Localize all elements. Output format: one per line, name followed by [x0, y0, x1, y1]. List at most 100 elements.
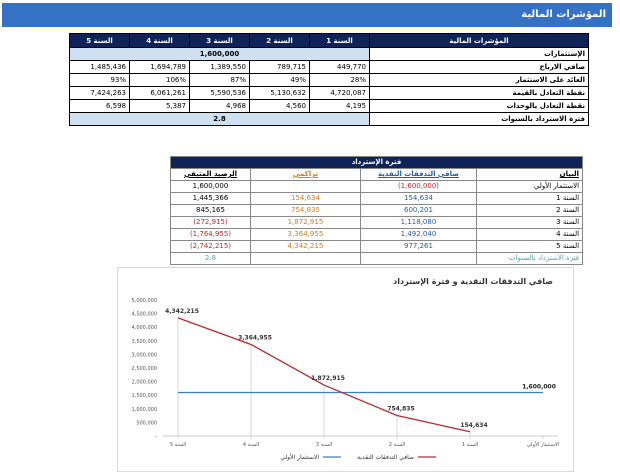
breakeven-units-y4: 5,387: [129, 99, 190, 113]
payback-footer-row: 2.8 فترة الاسترداد بالسنوات: [170, 252, 584, 265]
roi-y5: 93%: [69, 73, 130, 87]
y-tick-label: 4,500,000: [132, 312, 157, 318]
net-profit-y5: 1,485,436: [69, 60, 130, 74]
roi-y4: 106%: [129, 73, 190, 87]
breakeven-value-y2: 5,130,632: [249, 86, 310, 100]
year-5-header: السنة 5: [69, 33, 130, 48]
year-1-header: السنة 1: [309, 33, 370, 48]
net-profit-y2: 789,715: [249, 60, 310, 74]
year-2-header: السنة 2: [249, 33, 310, 48]
cash-cell: 154,634: [360, 192, 477, 205]
net-profit-row: 1,485,436 1,694,789 1,389,550 789,715 44…: [69, 60, 589, 74]
cash-cell: (1,600,000): [360, 180, 477, 193]
payback-title: فترة الإسترداد: [169, 156, 584, 169]
statement-cell: السنة 5: [475, 240, 584, 253]
balance-cell: 845,165: [170, 204, 251, 217]
payback-footer-label: فترة الاسترداد بالسنوات: [475, 252, 584, 265]
series-lines: [177, 317, 543, 433]
balance-cell: 1,600,000: [170, 180, 251, 193]
data-label: 754,835: [387, 405, 414, 412]
data-label: 3,364,955: [238, 334, 272, 341]
payback-row: (272,915) 1,872,915 1,118,080 السنة 3: [170, 216, 584, 229]
x-tick-label: الاستثمار الأولي: [527, 441, 559, 448]
statement-cell: السنة 4: [475, 228, 584, 241]
col-net-cash-flow: صافي التدفقات النقدية: [360, 168, 477, 181]
data-label: 154,634: [460, 422, 487, 429]
breakeven-value-row: 7,424,263 6,061,261 5,590,536 5,130,632 …: [69, 86, 589, 100]
page-banner: المؤشرات المالية: [2, 3, 612, 27]
breakeven-units-label: نقطة التعادل بالوحدات: [369, 99, 589, 113]
legend-label: الاستثمار الأولي: [280, 453, 319, 461]
payback-columns-row: الرصيد المتبقي تراكمي صافي التدفقات النق…: [170, 168, 584, 181]
col-statement: البيان: [475, 168, 584, 181]
cumulative-cell: 154,634: [250, 192, 361, 205]
col-remaining-balance: الرصيد المتبقي: [170, 168, 251, 181]
series-line: [177, 317, 471, 433]
chart-svg: صافي التدفقات النقدية و فترة الإسترداد -…: [132, 277, 560, 461]
statement-cell: الاستثمار الأولي: [475, 180, 584, 193]
balance-cell: 1,445,366: [170, 192, 251, 205]
net-profit-y3: 1,389,550: [189, 60, 250, 74]
banner-title: المؤشرات المالية: [521, 9, 606, 20]
legend-label: صافي التدفقات النقدية: [357, 454, 414, 461]
net-profit-y4: 1,694,789: [129, 60, 190, 74]
col-cumulative: تراكمي: [250, 168, 361, 181]
roi-y1: 28%: [309, 73, 370, 87]
breakeven-units-y2: 4,560: [249, 99, 310, 113]
cumulative-cell: [250, 180, 361, 193]
breakeven-units-y3: 4,968: [189, 99, 250, 113]
payback-years-label: فترة الاسترداد بالسنوات: [369, 112, 589, 126]
breakeven-units-row: 6,598 5,387 4,968 4,560 4,195 نقطة التعا…: [69, 99, 589, 113]
x-tick-label: السنة 3: [316, 442, 332, 448]
payback-footer-value: 2.8: [170, 252, 251, 265]
payback-table: فترة الإسترداد الرصيد المتبقي تراكمي صاف…: [169, 156, 584, 265]
breakeven-value-y5: 7,424,263: [69, 86, 130, 100]
data-label: 4,342,215: [165, 308, 199, 315]
breakeven-units-y5: 6,598: [69, 99, 130, 113]
statement-cell: السنة 3: [475, 216, 584, 229]
breakeven-value-y4: 6,061,261: [129, 86, 190, 100]
y-tick-label: 2,500,000: [132, 366, 157, 372]
cumulative-cell: 3,364,955: [250, 228, 361, 241]
x-tick-label: السنة 1: [462, 442, 478, 448]
net-profit-label: صافي الارباح: [369, 60, 589, 74]
net-profit-y1: 449,770: [309, 60, 370, 74]
x-axis: الاستثمار الأولي السنة 1 السنة 2 السنة 3 الس…: [163, 435, 559, 448]
indicators-title-header: المؤشرات المالية: [369, 33, 589, 48]
chart-title: صافي التدفقات النقدية و فترة الإسترداد: [393, 277, 553, 286]
breakeven-value-y1: 4,720,087: [309, 86, 370, 100]
roi-row: 93% 106% 87% 49% 28% العائد على الاستثما…: [69, 73, 589, 87]
investments-label: الإستثمارات: [369, 47, 589, 61]
data-labels: 1,600,000 154,634 754,835 1,872,915 3,364,95…: [165, 308, 556, 429]
y-tick-label: -: [155, 434, 157, 440]
breakeven-units-y1: 4,195: [309, 99, 370, 113]
empty-cell: [250, 252, 361, 265]
breakeven-value-label: نقطة التعادل بالقيمة: [369, 86, 589, 100]
cashflow-chart: صافي التدفقات النقدية و فترة الإسترداد -…: [117, 267, 574, 472]
data-label: 1,600,000: [522, 383, 556, 390]
payback-row: (2,742,215) 4,342,215 977,261 السنة 5: [170, 240, 584, 253]
y-tick-label: 500,000: [136, 420, 157, 426]
x-tick-label: السنة 4: [243, 442, 259, 448]
y-tick-label: 1,000,000: [132, 407, 157, 413]
statement-cell: السنة 1: [475, 192, 584, 205]
year-4-header: السنة 4: [129, 33, 190, 48]
roi-y3: 87%: [189, 73, 250, 87]
cumulative-cell: 1,872,915: [250, 216, 361, 229]
y-tick-label: 3,000,000: [132, 352, 157, 358]
empty-cell: [360, 252, 477, 265]
cumulative-cell: 754,835: [250, 204, 361, 217]
cash-cell: 1,492,040: [360, 228, 477, 241]
y-tick-label: 3,500,000: [132, 339, 157, 345]
balance-cell: (272,915): [170, 216, 251, 229]
investments-row: 1,600,000 الإستثمارات: [69, 47, 589, 61]
cumulative-cell: 4,342,215: [250, 240, 361, 253]
y-axis: - 500,000 1,000,000 1,500,000 2,000,000 2,500…: [132, 298, 158, 440]
x-tick-label: السنة 2: [389, 442, 405, 448]
payback-row: 1,600,000 (1,600,000) الاستثمار الأولي: [170, 180, 584, 193]
cash-cell: 600,201: [360, 204, 477, 217]
year-3-header: السنة 3: [189, 33, 250, 48]
x-tick-label: السنة 5: [170, 442, 186, 448]
payback-row: (1,764,955) 3,364,955 1,492,040 السنة 4: [170, 228, 584, 241]
cash-cell: 977,261: [360, 240, 477, 253]
